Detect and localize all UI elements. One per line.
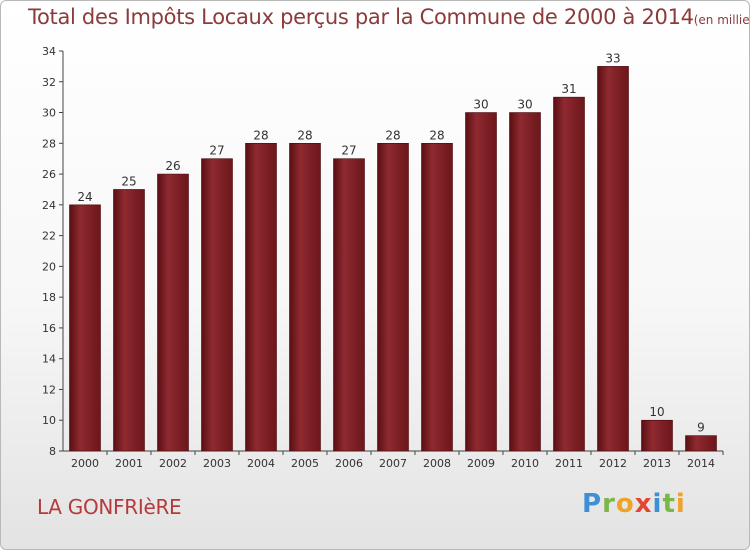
x-tick-label: 2014 [687, 457, 715, 470]
logo-letter: x [634, 489, 653, 519]
y-tick-label: 16 [42, 322, 56, 335]
x-tick-label: 2000 [71, 457, 99, 470]
x-tick-label: 2001 [115, 457, 143, 470]
data-label: 26 [165, 159, 180, 173]
data-label: 27 [341, 144, 356, 158]
bar [201, 158, 233, 452]
logo-letter: r [602, 489, 616, 519]
data-label: 30 [473, 98, 488, 112]
x-tick-label: 2004 [247, 457, 275, 470]
y-tick-label: 32 [42, 76, 56, 89]
bar [333, 158, 365, 452]
y-tick-label: 10 [42, 414, 56, 427]
chart-title: Total des Impôts Locaux perçus par la Co… [28, 5, 750, 29]
y-tick-label: 28 [42, 137, 56, 150]
data-label: 28 [385, 128, 400, 142]
y-tick-label: 24 [42, 199, 56, 212]
y-tick-label: 8 [49, 445, 56, 458]
data-label: 9 [697, 421, 705, 435]
x-tick-label: 2008 [423, 457, 451, 470]
x-tick-label: 2005 [291, 457, 319, 470]
bar [69, 204, 101, 452]
data-label: 28 [297, 128, 312, 142]
data-label: 25 [121, 174, 136, 188]
bar [465, 112, 497, 452]
y-tick-label: 20 [42, 260, 56, 273]
bar [245, 143, 277, 452]
bar [377, 143, 409, 452]
bar [641, 419, 673, 452]
commune-name: LA GONFRIèRE [37, 495, 182, 519]
data-label: 27 [209, 144, 224, 158]
data-label: 28 [253, 128, 268, 142]
data-label: 10 [649, 405, 664, 419]
y-tick-label: 26 [42, 168, 56, 181]
x-tick-label: 2007 [379, 457, 407, 470]
logo-letter: t [662, 489, 676, 519]
x-tick-label: 2013 [643, 457, 671, 470]
data-label: 30 [517, 98, 532, 112]
x-tick-label: 2003 [203, 457, 231, 470]
data-label: 28 [429, 128, 444, 142]
x-tick-label: 2006 [335, 457, 363, 470]
logo-letter: i [675, 489, 686, 519]
bar [421, 143, 453, 452]
x-tick-label: 2010 [511, 457, 539, 470]
bar [157, 173, 189, 452]
x-tick-label: 2009 [467, 457, 495, 470]
bar [289, 143, 321, 452]
chart-title-unit: (en milliers d'€) [693, 13, 750, 27]
x-tick-label: 2002 [159, 457, 187, 470]
y-tick-label: 30 [42, 107, 56, 120]
logo-letter: P [582, 489, 603, 519]
bar [597, 66, 629, 452]
x-tick-label: 2011 [555, 457, 583, 470]
x-tick-label: 2012 [599, 457, 627, 470]
logo-letter: o [615, 489, 635, 519]
bar [113, 189, 145, 452]
y-tick-label: 22 [42, 230, 56, 243]
y-tick-label: 14 [42, 353, 56, 366]
logo-letter: i [652, 489, 663, 519]
y-tick-label: 12 [42, 383, 56, 396]
data-label: 33 [605, 51, 620, 65]
chart-title-main: Total des Impôts Locaux perçus par la Co… [28, 5, 694, 29]
bar [509, 112, 541, 452]
proxiti-logo: Proxiti [582, 489, 686, 519]
y-tick-label: 34 [42, 45, 56, 58]
data-label: 24 [77, 190, 92, 204]
y-tick-label: 18 [42, 291, 56, 304]
data-label: 31 [561, 82, 576, 96]
bar [553, 96, 585, 452]
bar [685, 435, 717, 452]
